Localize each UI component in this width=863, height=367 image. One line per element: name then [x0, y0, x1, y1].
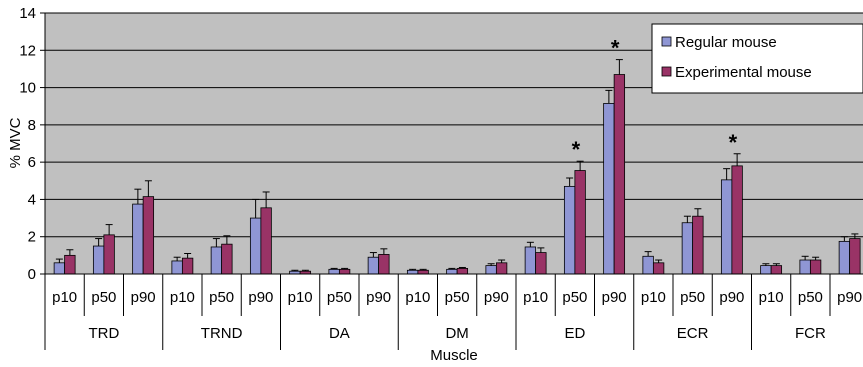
- x-tick-label: p50: [91, 289, 116, 306]
- bar: [143, 197, 154, 274]
- x-tick-label: p50: [680, 289, 705, 306]
- bar: [368, 257, 379, 274]
- bar: [65, 255, 76, 274]
- bar: [721, 180, 732, 274]
- y-axis-title: % MVC: [7, 117, 24, 168]
- bar: [104, 235, 115, 274]
- bar: [614, 75, 625, 274]
- bar: [525, 247, 536, 274]
- group-label: TRND: [201, 325, 243, 342]
- x-tick-label: p90: [602, 289, 627, 306]
- y-tick-label: 12: [19, 42, 36, 59]
- bar: [407, 270, 418, 274]
- bar: [486, 266, 497, 274]
- bar: [810, 260, 821, 274]
- bar: [261, 208, 272, 274]
- group-label: FCR: [795, 325, 826, 342]
- bar: [604, 103, 615, 274]
- group-label: ECR: [677, 325, 709, 342]
- x-axis-title: Muscle: [430, 347, 478, 364]
- bar: [850, 239, 861, 274]
- y-tick-label: 4: [28, 191, 36, 208]
- x-tick-label: p90: [131, 289, 156, 306]
- bar: [653, 263, 664, 274]
- bar: [496, 263, 507, 274]
- significance-star: *: [611, 36, 620, 61]
- group-label: DM: [445, 325, 468, 342]
- x-tick-label: p90: [837, 289, 862, 306]
- bar: [418, 270, 429, 274]
- bar: [172, 261, 183, 274]
- y-tick-label: 14: [19, 5, 36, 22]
- significance-star: *: [572, 137, 581, 162]
- bar: [211, 247, 222, 274]
- bar: [771, 266, 782, 274]
- y-tick-label: 8: [28, 117, 36, 134]
- x-tick-label: p10: [405, 289, 430, 306]
- bar: [329, 269, 340, 274]
- x-tick-label: p10: [523, 289, 548, 306]
- bar: [575, 171, 586, 274]
- legend: Regular mouse Experimental mouse: [652, 24, 863, 93]
- bar: [800, 260, 811, 274]
- bar: [379, 254, 390, 274]
- group-label: DA: [329, 325, 350, 342]
- x-tick-label: p90: [484, 289, 509, 306]
- x-tick-label: p90: [366, 289, 391, 306]
- x-tick-label: p10: [759, 289, 784, 306]
- bar: [54, 263, 65, 274]
- y-tick-label: 2: [28, 229, 36, 246]
- x-tick-label: p50: [209, 289, 234, 306]
- x-tick-label: p50: [562, 289, 587, 306]
- bar: [222, 244, 233, 274]
- x-tick-label: p10: [170, 289, 195, 306]
- x-tick-label: p50: [445, 289, 470, 306]
- x-tick-label: p10: [641, 289, 666, 306]
- legend-label-experimental: Experimental mouse: [675, 64, 812, 81]
- bar: [643, 256, 654, 274]
- legend-swatch-experimental: [662, 67, 671, 76]
- bar: [564, 186, 575, 274]
- group-label: TRD: [88, 325, 119, 342]
- bar: [133, 204, 144, 274]
- x-tick-label: p10: [288, 289, 313, 306]
- x-tick-label: p50: [798, 289, 823, 306]
- y-tick-label: 6: [28, 154, 36, 171]
- x-tick-label: p10: [52, 289, 77, 306]
- bar: [250, 218, 261, 274]
- bar: [536, 253, 547, 274]
- bar: [447, 269, 458, 274]
- bar: [682, 223, 693, 274]
- legend-swatch-regular: [662, 37, 671, 46]
- significance-star: *: [729, 130, 738, 155]
- legend-label-regular: Regular mouse: [675, 34, 777, 51]
- bar: [182, 258, 193, 274]
- y-tick-label: 10: [19, 80, 36, 97]
- bar: [693, 216, 704, 274]
- bar: [732, 166, 743, 274]
- bar: [839, 241, 850, 274]
- bar: [457, 268, 468, 274]
- bar: [339, 269, 350, 274]
- group-label: ED: [564, 325, 585, 342]
- x-tick-label: p90: [248, 289, 273, 306]
- x-tick-label: p90: [719, 289, 744, 306]
- bar: [761, 266, 772, 274]
- bar: [93, 246, 104, 274]
- y-tick-label: 0: [28, 266, 36, 283]
- x-tick-label: p50: [327, 289, 352, 306]
